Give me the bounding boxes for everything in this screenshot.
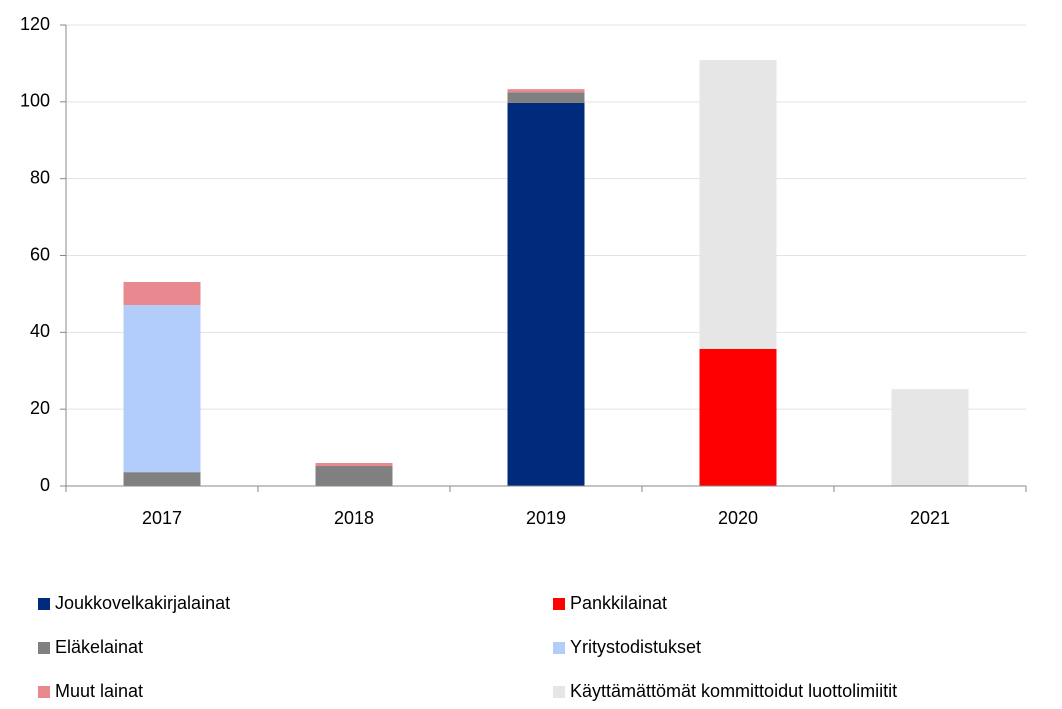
legend-swatch xyxy=(38,598,50,610)
legend-swatch xyxy=(553,686,565,698)
bar-segment xyxy=(891,389,969,486)
y-tick-label: 20 xyxy=(30,398,50,418)
legend-label: Pankkilainat xyxy=(570,593,667,613)
bar-segment xyxy=(507,102,585,486)
legend-label: Yritystodistukset xyxy=(570,637,701,657)
y-tick-label: 100 xyxy=(20,91,50,111)
bar-segment xyxy=(315,462,393,467)
y-tick-label: 120 xyxy=(20,14,50,34)
x-tick-label: 2018 xyxy=(334,508,374,528)
bar-segment xyxy=(315,466,393,486)
bar-segment xyxy=(507,92,585,103)
legend-swatch xyxy=(38,642,50,654)
x-tick-label: 2017 xyxy=(142,508,182,528)
bar-segment xyxy=(699,59,777,349)
y-tick-label: 80 xyxy=(30,167,50,187)
y-tick-label: 0 xyxy=(40,475,50,495)
y-tick-label: 60 xyxy=(30,244,50,264)
legend-label: Joukkovelkakirjalainat xyxy=(55,593,230,613)
legend-swatch xyxy=(553,642,565,654)
bar-segment xyxy=(507,89,585,93)
y-tick-label: 40 xyxy=(30,321,50,341)
bar-segment xyxy=(699,348,777,486)
legend-swatch xyxy=(38,686,50,698)
legend-label: Muut lainat xyxy=(55,681,143,701)
bar-segment xyxy=(123,472,201,486)
legend-swatch xyxy=(553,598,565,610)
x-tick-label: 2021 xyxy=(910,508,950,528)
x-tick-label: 2020 xyxy=(718,508,758,528)
legend-label: Eläkelainat xyxy=(55,637,143,657)
bar-segment xyxy=(123,305,201,473)
x-tick-label: 2019 xyxy=(526,508,566,528)
legend-label: Käyttämättömät kommittoidut luottolimiit… xyxy=(570,681,897,701)
bar-segment xyxy=(123,282,201,306)
